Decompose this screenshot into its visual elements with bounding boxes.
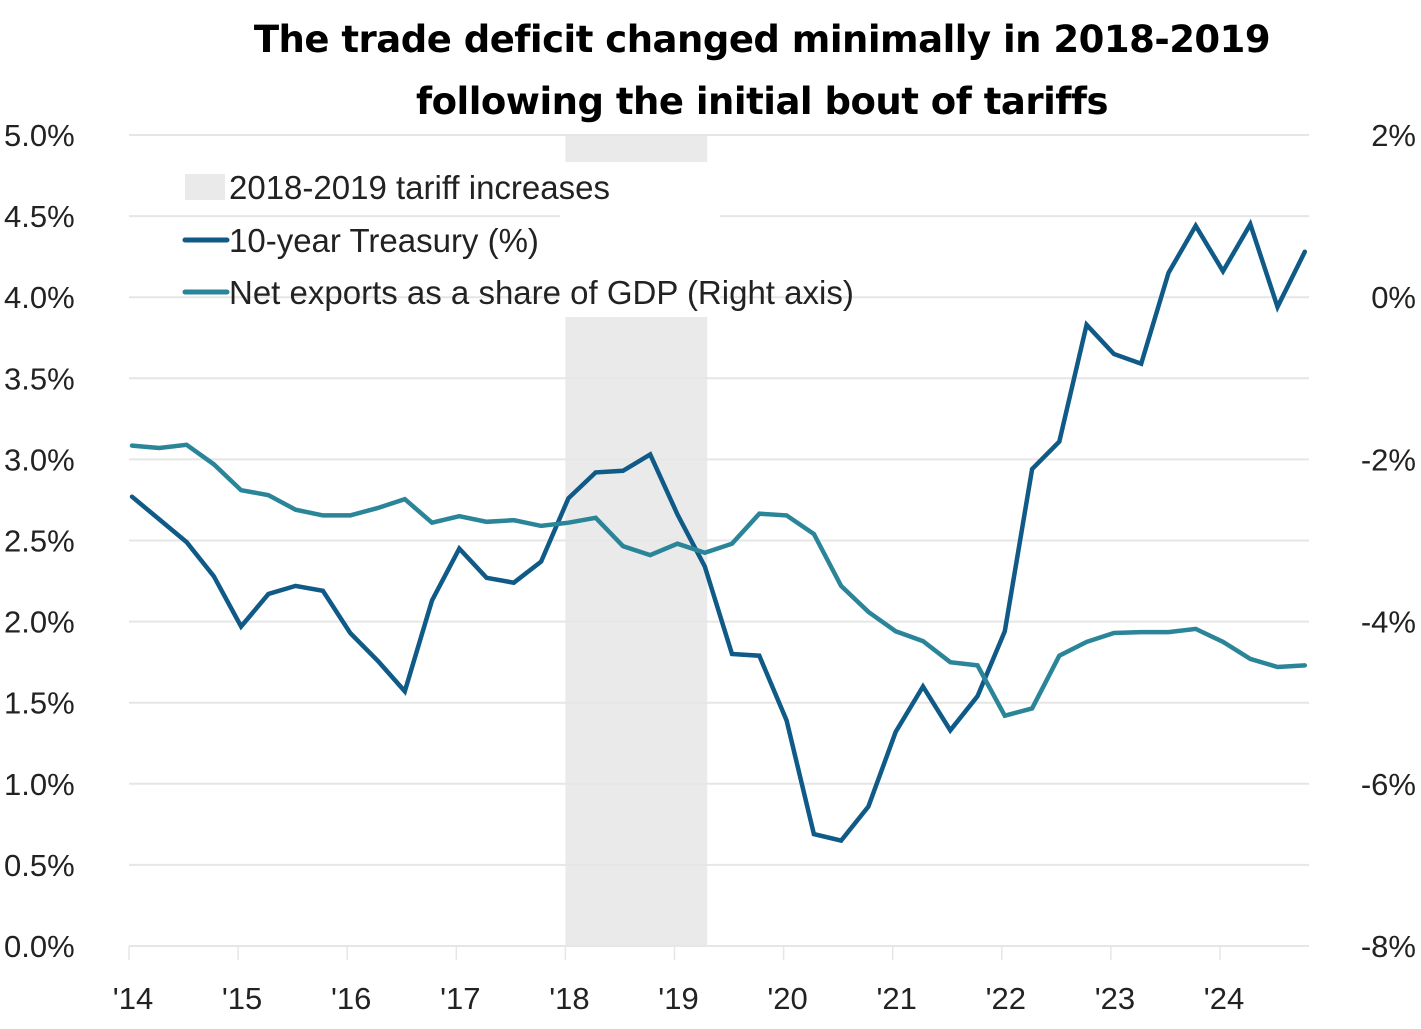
legend-label: Net exports as a share of GDP (Right axi… (229, 274, 854, 311)
y-left-tick-label: 0.0% (4, 929, 75, 964)
x-tick-label: '21 (876, 981, 916, 1016)
y-right-tick-label: -2% (1361, 442, 1416, 477)
x-tick-label: '19 (658, 981, 698, 1016)
y-left-tick-label: 2.0% (4, 605, 75, 640)
y-right-tick-label: -8% (1361, 929, 1416, 964)
y-left-tick-label: 3.5% (4, 361, 75, 396)
legend-label: 2018-2019 tariff increases (229, 169, 610, 206)
y-left-tick-label: 0.5% (4, 848, 75, 883)
y-axis-left: 0.0% 0.5% 1.0% 1.5% 2.0% 2.5% 3.0% 3.5% 4.0% 4.5%… (4, 118, 75, 964)
x-axis: '14 '15 '16 '17 '18 '19 '20 '21 '22 '23 '24 (113, 946, 1244, 1016)
y-right-tick-label: -4% (1361, 605, 1416, 640)
y-left-tick-label: 4.0% (4, 280, 75, 315)
x-tick-label: '16 (331, 981, 371, 1016)
y-right-tick-label: 2% (1371, 118, 1416, 153)
chart-title: The trade deficit changed minimally in 2… (254, 18, 1271, 123)
legend-label: 10-year Treasury (%) (229, 222, 539, 259)
y-left-tick-label: 4.5% (4, 199, 75, 234)
net-exports-line (129, 442, 1308, 719)
x-tick-label: '14 (113, 981, 153, 1016)
y-left-tick-label: 1.5% (4, 686, 75, 721)
x-tick-label: '17 (440, 981, 480, 1016)
y-left-tick-label: 5.0% (4, 118, 75, 153)
title-line-1: The trade deficit changed minimally in 2… (254, 18, 1270, 61)
legend: 2018-2019 tariff increases 10-year Treasu… (182, 162, 854, 317)
x-tick-label: '15 (222, 981, 262, 1016)
x-tick-label: '20 (767, 981, 807, 1016)
y-left-tick-label: 2.5% (4, 524, 75, 559)
series (129, 218, 1308, 844)
x-tick-label: '23 (1095, 981, 1135, 1016)
legend-swatch-box (185, 174, 225, 200)
y-axis-right: -8% -6% -4% -2% 0% 2% (1361, 118, 1416, 964)
legend-background (560, 162, 720, 317)
x-tick-label: '22 (986, 981, 1026, 1016)
x-tick-label: '18 (549, 981, 589, 1016)
y-right-tick-label: 0% (1371, 280, 1416, 315)
title-line-2: following the initial bout of tariffs (416, 80, 1108, 123)
y-right-tick-label: -6% (1361, 767, 1416, 802)
y-left-tick-label: 3.0% (4, 442, 75, 477)
treasury-line (129, 218, 1308, 844)
y-left-tick-label: 1.0% (4, 767, 75, 802)
x-tick-label: '24 (1204, 981, 1244, 1016)
